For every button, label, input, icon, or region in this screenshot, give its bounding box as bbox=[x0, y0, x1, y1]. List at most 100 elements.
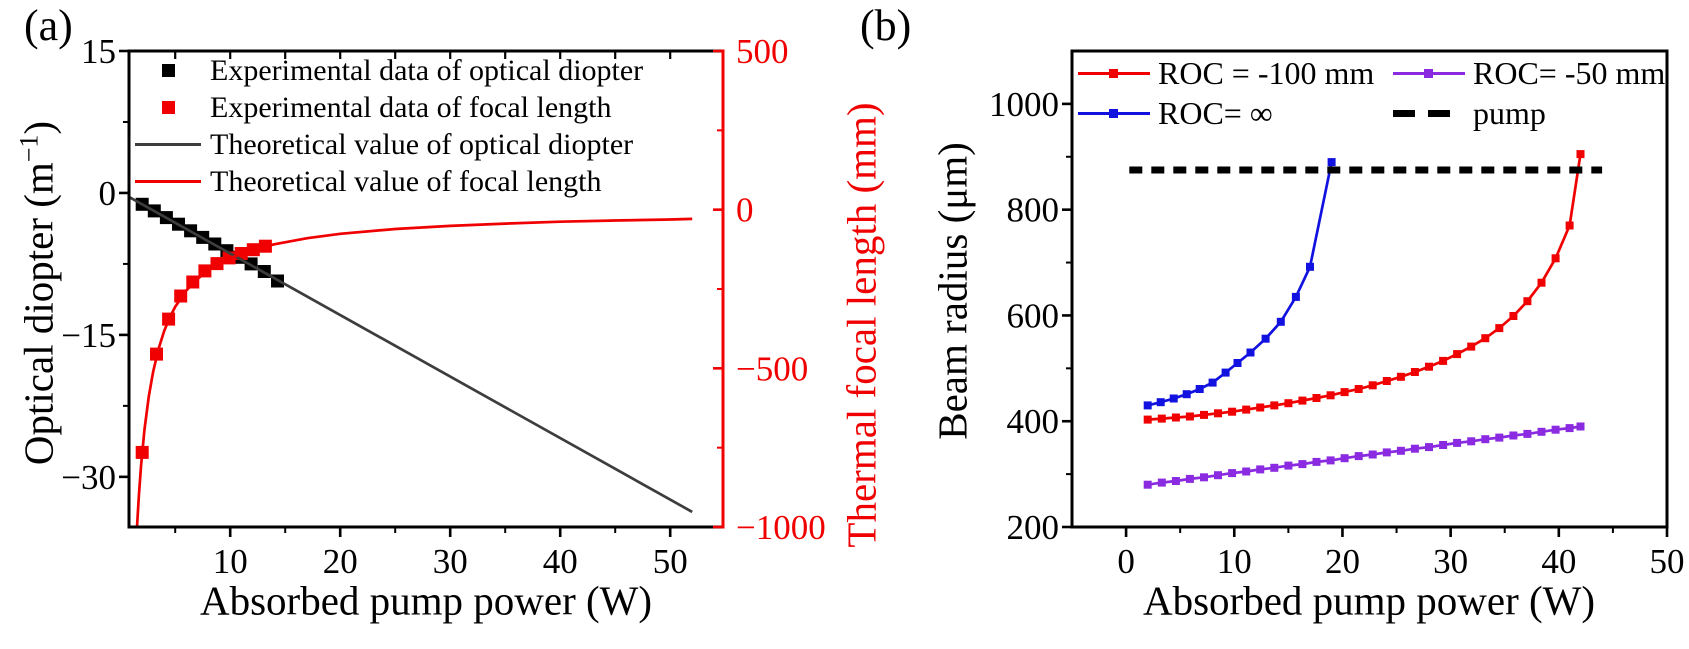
data-point-roc-100-mm bbox=[1340, 388, 1349, 397]
tick-label: 0 bbox=[99, 174, 117, 213]
data-point-roc-100-mm bbox=[1326, 391, 1335, 400]
data-point-roc-50-mm bbox=[1298, 460, 1307, 469]
legend-item-pump: pump bbox=[1393, 93, 1546, 133]
data-point-roc-50-mm bbox=[1576, 422, 1585, 431]
red-square-marker-icon bbox=[1109, 68, 1118, 78]
legend-item-theory-focal-length: Theoretical value of focal length bbox=[135, 163, 643, 200]
tick-label: −15 bbox=[61, 316, 116, 355]
legend-symbol bbox=[135, 180, 201, 183]
data-point-roc-100-mm bbox=[1354, 385, 1363, 393]
black-square-marker-icon bbox=[161, 64, 175, 77]
tick-label: 10 bbox=[213, 542, 248, 581]
data-point-roc-100-mm bbox=[1467, 342, 1476, 351]
tick-label: 10 bbox=[1217, 542, 1252, 581]
panel-a-x-axis-title: Absorbed pump power (W) bbox=[199, 577, 653, 624]
legend-symbol bbox=[1393, 109, 1465, 117]
data-point-roc bbox=[1195, 385, 1204, 393]
data-point-roc bbox=[1233, 359, 1242, 367]
axis-title-superscript: −1 bbox=[14, 134, 44, 163]
data-point-roc-100-mm bbox=[1256, 403, 1265, 412]
data-point-roc-100-mm bbox=[1576, 150, 1585, 159]
red-line-icon bbox=[135, 180, 201, 183]
data-point-roc-100-mm bbox=[1242, 405, 1251, 414]
data-point-roc-100-mm bbox=[1157, 414, 1166, 423]
data-point-roc-100-mm bbox=[1523, 297, 1532, 306]
data-point-roc-50-mm bbox=[1509, 431, 1518, 440]
axis-title-text: Optical diopter (m bbox=[15, 162, 62, 466]
data-point-roc-50-mm bbox=[1185, 474, 1194, 483]
series-line-roc bbox=[1147, 161, 1333, 407]
black-dash-icon bbox=[1393, 109, 1415, 117]
legend-label: pump bbox=[1473, 94, 1546, 131]
data-point-roc-50-mm bbox=[1368, 450, 1377, 459]
data-point-roc-50-mm bbox=[1382, 448, 1391, 457]
legend-symbol bbox=[1393, 68, 1465, 78]
legend-symbol bbox=[135, 64, 201, 77]
plot-area-b bbox=[1129, 150, 1603, 489]
data-point-roc-100-mm bbox=[1298, 396, 1307, 405]
data-point-roc-50-mm bbox=[1551, 425, 1560, 434]
tick-label: 20 bbox=[1325, 542, 1360, 581]
legend-label: Theoretical value of optical diopter bbox=[210, 127, 634, 161]
tick-label: 40 bbox=[1541, 542, 1576, 581]
black-line-icon bbox=[135, 143, 201, 146]
panel-b-y-axis-title: Beam radius (μm) bbox=[929, 142, 976, 440]
panel-a-right-axis-title: Thermal focal length (mm) bbox=[838, 102, 885, 548]
data-point-roc bbox=[1182, 390, 1191, 399]
legend-item-exp-focal-length: Experimental data of focal length bbox=[135, 89, 643, 126]
blue-square-marker-icon bbox=[1109, 108, 1118, 118]
data-point-roc-50-mm bbox=[1439, 441, 1448, 449]
data-point-roc-50-mm bbox=[1312, 457, 1321, 466]
tick-label: 0 bbox=[736, 191, 754, 230]
data-point-roc-100-mm bbox=[1481, 334, 1490, 343]
legend-item-roc-infinity: ROC= ∞ bbox=[1078, 93, 1273, 133]
data-point-roc-100-mm bbox=[1382, 377, 1391, 385]
data-point-roc-50-mm bbox=[1326, 456, 1335, 465]
data-point-roc-50-mm bbox=[1523, 429, 1532, 438]
tick-label: −30 bbox=[61, 458, 116, 497]
tick-label: 500 bbox=[736, 32, 789, 71]
tick-label: 600 bbox=[1007, 296, 1060, 335]
data-point-roc bbox=[1261, 334, 1270, 343]
tick-label: 30 bbox=[433, 542, 468, 581]
data-point-roc-100-mm bbox=[1565, 221, 1574, 230]
data-point-roc-50-mm bbox=[1467, 437, 1476, 446]
data-point-roc bbox=[1208, 378, 1217, 387]
data-point-roc-100-mm bbox=[1439, 356, 1448, 365]
data-point-roc-50-mm bbox=[1340, 454, 1349, 463]
data-point-roc-50-mm bbox=[1214, 471, 1222, 480]
tick-label: −1000 bbox=[736, 508, 826, 547]
panel-b-tag: (b) bbox=[860, 1, 912, 50]
data-point-roc bbox=[1221, 368, 1230, 377]
data-point-roc-100-mm bbox=[1537, 278, 1546, 287]
tick-label: 40 bbox=[543, 542, 578, 581]
data-point-roc-100-mm bbox=[1410, 368, 1419, 376]
data-point-roc-100-mm bbox=[1396, 372, 1405, 381]
legend-item-exp-optical-diopter: Experimental data of optical diopter bbox=[135, 52, 643, 89]
tick-label: 200 bbox=[1007, 508, 1060, 547]
legend-symbol bbox=[1078, 68, 1150, 78]
legend-label: ROC= ∞ bbox=[1158, 94, 1273, 131]
panel-b-x-axis-title: Absorbed pump power (W) bbox=[1142, 577, 1596, 624]
tick-label: 800 bbox=[1007, 191, 1060, 230]
data-point-roc-100-mm bbox=[1270, 401, 1279, 410]
legend-symbol bbox=[135, 101, 201, 114]
panel-a-legend: Experimental data of optical diopter Exp… bbox=[135, 52, 643, 200]
black-dash-icon bbox=[1428, 109, 1450, 117]
data-point-roc-50-mm bbox=[1565, 424, 1574, 433]
data-point-roc-100-mm bbox=[1495, 324, 1504, 333]
data-point-roc-100-mm bbox=[1185, 412, 1194, 421]
data-point-roc-50-mm bbox=[1410, 444, 1419, 453]
data-point-roc-50-mm bbox=[1171, 477, 1180, 485]
data-point-roc bbox=[1143, 401, 1152, 410]
data-point-roc-50-mm bbox=[1537, 427, 1546, 436]
data-point-roc-50-mm bbox=[1200, 473, 1208, 482]
plot-area-a bbox=[128, 195, 693, 528]
tick-label: 15 bbox=[81, 32, 116, 71]
tick-label: 20 bbox=[323, 542, 358, 581]
data-point-roc-50-mm bbox=[1157, 478, 1166, 487]
data-point-roc bbox=[1156, 398, 1165, 407]
legend-symbol bbox=[1078, 108, 1150, 118]
purple-square-marker-icon bbox=[1424, 68, 1433, 78]
